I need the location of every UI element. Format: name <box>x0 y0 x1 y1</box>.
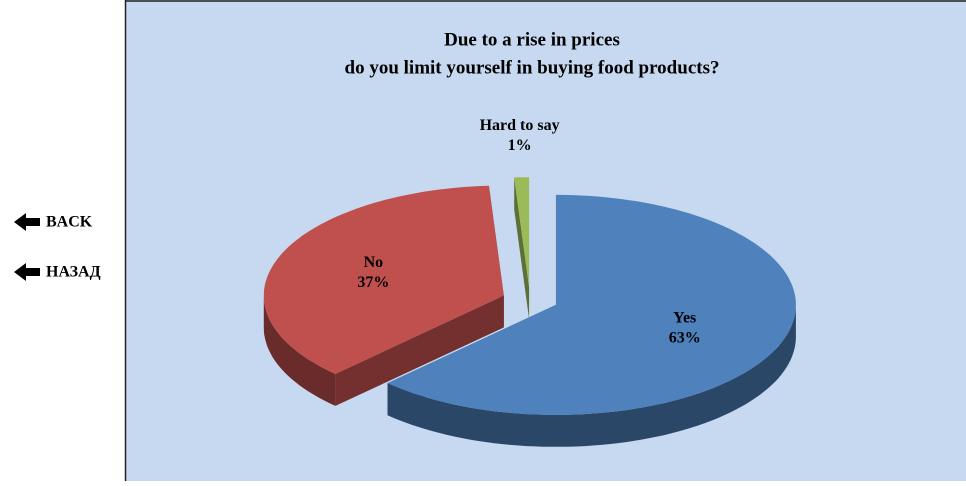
slice-face <box>514 177 530 320</box>
pie-slice <box>263 185 504 374</box>
pie-slice <box>514 177 530 288</box>
slice-face <box>335 295 504 406</box>
data-label-name: Hard to say <box>480 117 560 134</box>
slice-side <box>514 177 530 320</box>
arrow-icon <box>14 213 40 231</box>
data-label-name: No <box>364 254 384 271</box>
nazad-button[interactable]: НАЗАД <box>14 263 101 281</box>
chart-title: Due to a rise in prices <box>444 29 620 50</box>
pie-tops <box>263 177 796 415</box>
arrow-icon <box>14 263 40 281</box>
slice-wall <box>263 295 336 406</box>
data-label-value: 37% <box>357 274 389 291</box>
back-button[interactable]: BACK <box>14 213 93 231</box>
data-label-name: Yes <box>673 310 696 327</box>
nav-label[interactable]: BACK <box>46 214 93 231</box>
data-label-value: 63% <box>669 330 701 347</box>
data-label-value: 1% <box>508 137 532 154</box>
nav-label[interactable]: НАЗАД <box>46 264 101 281</box>
pie-slice <box>387 194 796 415</box>
slice-wall <box>387 304 796 447</box>
chart-title: do you limit yourself in buying food pro… <box>345 57 720 78</box>
